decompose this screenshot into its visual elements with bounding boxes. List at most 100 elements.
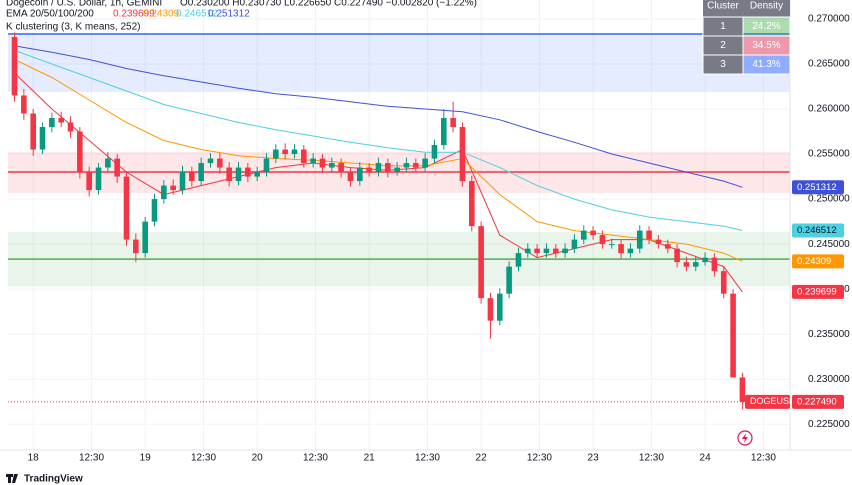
candle-body xyxy=(580,230,587,240)
candle-body xyxy=(534,248,540,254)
candle-body xyxy=(608,244,615,246)
candle-body xyxy=(440,118,447,146)
x-tick-label: 12:30 xyxy=(191,453,216,464)
symbol: Dogecoin / U.S. Dollar, 1h, GEMINI xyxy=(6,0,162,9)
cluster-id: 3 xyxy=(720,59,726,70)
density-label: 41.3% xyxy=(752,59,780,70)
x-tick-label: 20 xyxy=(252,453,264,464)
candle-body xyxy=(431,145,438,159)
x-tick-label: 22 xyxy=(476,453,488,464)
candle-body xyxy=(468,181,475,227)
candle-body xyxy=(702,257,708,263)
cluster-bands xyxy=(8,33,790,287)
cluster-band xyxy=(8,35,790,92)
candle-body xyxy=(711,257,718,272)
ema-price-label: 0.251312 xyxy=(797,182,837,193)
x-tick-label: 12:30 xyxy=(639,453,664,464)
candle-body xyxy=(235,167,242,182)
candle-body xyxy=(403,163,410,168)
candle-body xyxy=(730,293,736,378)
candle-body xyxy=(487,298,494,321)
y-tick-label: 0.225000 xyxy=(808,419,850,430)
candle-body xyxy=(133,239,139,254)
table-header xyxy=(703,0,790,17)
candle-body xyxy=(226,167,232,182)
cluster-table: Cluster Density 1 24.2% 2 34.5% 3 41.3% xyxy=(702,0,791,75)
candle-body xyxy=(217,158,223,168)
ema-legend-value: 0.239699 xyxy=(113,9,155,20)
candle-body xyxy=(599,235,606,245)
candle-body xyxy=(67,122,74,132)
candle-body xyxy=(375,163,382,173)
candle-body xyxy=(664,244,671,249)
candle-body xyxy=(198,163,204,182)
candle-body xyxy=(49,118,55,128)
candle-body xyxy=(161,185,167,200)
y-tick-label: 0.270000 xyxy=(808,14,850,25)
x-tick-label: 12:30 xyxy=(415,453,440,464)
candle-body xyxy=(142,221,148,254)
ema-price-tag xyxy=(792,254,844,269)
density-label: 24.2% xyxy=(752,21,780,32)
candle-body xyxy=(590,230,596,236)
y-tick-label: 0.260000 xyxy=(808,104,850,115)
candle-body xyxy=(515,253,522,267)
candle-body xyxy=(655,239,662,245)
candle-body xyxy=(319,158,326,168)
clustering-title: K clustering (3, K means, 252) xyxy=(6,22,141,33)
logo: TradingView xyxy=(6,474,83,485)
candle-body xyxy=(739,377,746,402)
candle-body xyxy=(412,163,419,168)
x-tick-label: 12:30 xyxy=(527,453,552,464)
x-tick-label: 12:30 xyxy=(79,453,104,464)
candle-body xyxy=(692,262,699,267)
last-price-tag xyxy=(792,394,844,409)
candle-body xyxy=(207,158,214,164)
candle-body xyxy=(506,266,512,294)
candle-body xyxy=(86,172,92,191)
candle-body xyxy=(263,158,270,173)
candle-body xyxy=(366,167,372,173)
candle-body xyxy=(459,127,466,182)
candle-body xyxy=(329,163,335,168)
candle-body xyxy=(254,172,260,177)
candle-body xyxy=(646,230,652,240)
grid xyxy=(8,0,790,450)
candle-body xyxy=(357,167,363,182)
lightning-icon xyxy=(737,430,753,446)
candle-body xyxy=(245,167,251,177)
y-tick-label: 0.235000 xyxy=(808,329,850,340)
candle-body xyxy=(21,95,27,114)
plot xyxy=(8,32,790,410)
y-tick-label: 0.230000 xyxy=(808,374,850,385)
ema-line xyxy=(14,49,743,231)
candle-body xyxy=(77,131,83,173)
candle-body xyxy=(151,199,158,222)
table-column: Cluster xyxy=(707,1,739,12)
candle-body xyxy=(123,176,130,240)
candle-body xyxy=(58,118,64,123)
candle-body xyxy=(385,163,391,173)
x-tick-label: 19 xyxy=(140,453,152,464)
last-price-tag xyxy=(745,394,790,409)
ema-legend-value: 0.251312 xyxy=(208,9,250,20)
ema-legend-label: EMA 20/50/100/200 xyxy=(6,9,94,20)
y-tick-label: 0.265000 xyxy=(808,59,850,70)
candle-body xyxy=(310,158,316,164)
x-tick-label: 18 xyxy=(28,453,40,464)
y-tick-label: 0.255000 xyxy=(808,149,850,160)
brand: TradingView xyxy=(24,474,83,485)
candle-body xyxy=(291,149,298,155)
y-tick-label: 0.250000 xyxy=(808,194,850,205)
cluster-id: 2 xyxy=(720,40,726,51)
candle-body xyxy=(562,248,568,254)
candle-body xyxy=(524,248,531,254)
ohlc: O0.230200 H0.230730 L0.226650 C0.227490 … xyxy=(180,0,477,9)
candle-body xyxy=(394,167,400,173)
candle-body xyxy=(618,244,624,254)
candle-body xyxy=(627,248,634,254)
density-cell xyxy=(742,54,791,75)
candle-body xyxy=(114,158,120,177)
cluster-id: 1 xyxy=(720,21,726,32)
